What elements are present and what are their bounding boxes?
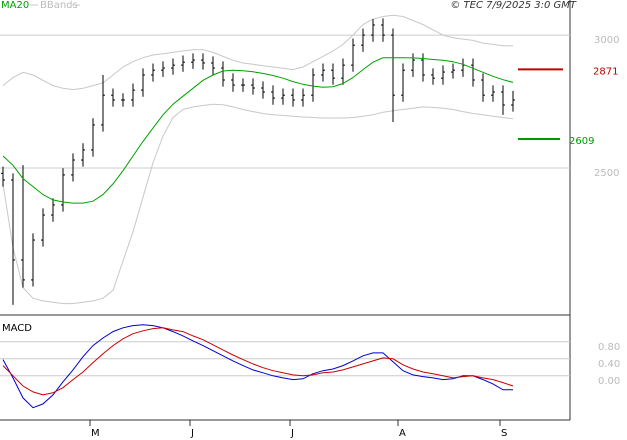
- x-tick-label: A: [399, 428, 406, 439]
- x-tick-label: J: [190, 428, 194, 439]
- level-label: 2871: [593, 66, 618, 77]
- x-tick-label: J: [290, 428, 294, 439]
- panel-title: MACD: [2, 323, 32, 334]
- ma20-line: [2, 57, 514, 204]
- y-tick-label: 3000: [594, 35, 619, 46]
- source: © TEC 7/9/2025 3:0 GMT: [450, 0, 577, 11]
- x-tick-label: S: [501, 428, 507, 439]
- bband-lower: [2, 103, 514, 305]
- level-label: 2609: [569, 136, 594, 147]
- legend-entry: BBands: [40, 0, 78, 11]
- y-tick-label: 0.80: [598, 342, 620, 353]
- macd-line: [2, 327, 514, 396]
- y-tick-label: 0.00: [598, 376, 620, 387]
- y-tick-label: 2500: [594, 168, 619, 179]
- bband-upper: [2, 14, 513, 91]
- x-tick-label: M: [91, 428, 100, 439]
- y-tick-label: 0.40: [598, 359, 620, 370]
- legend-entry: MA20: [1, 0, 29, 11]
- macd-line: [2, 324, 513, 409]
